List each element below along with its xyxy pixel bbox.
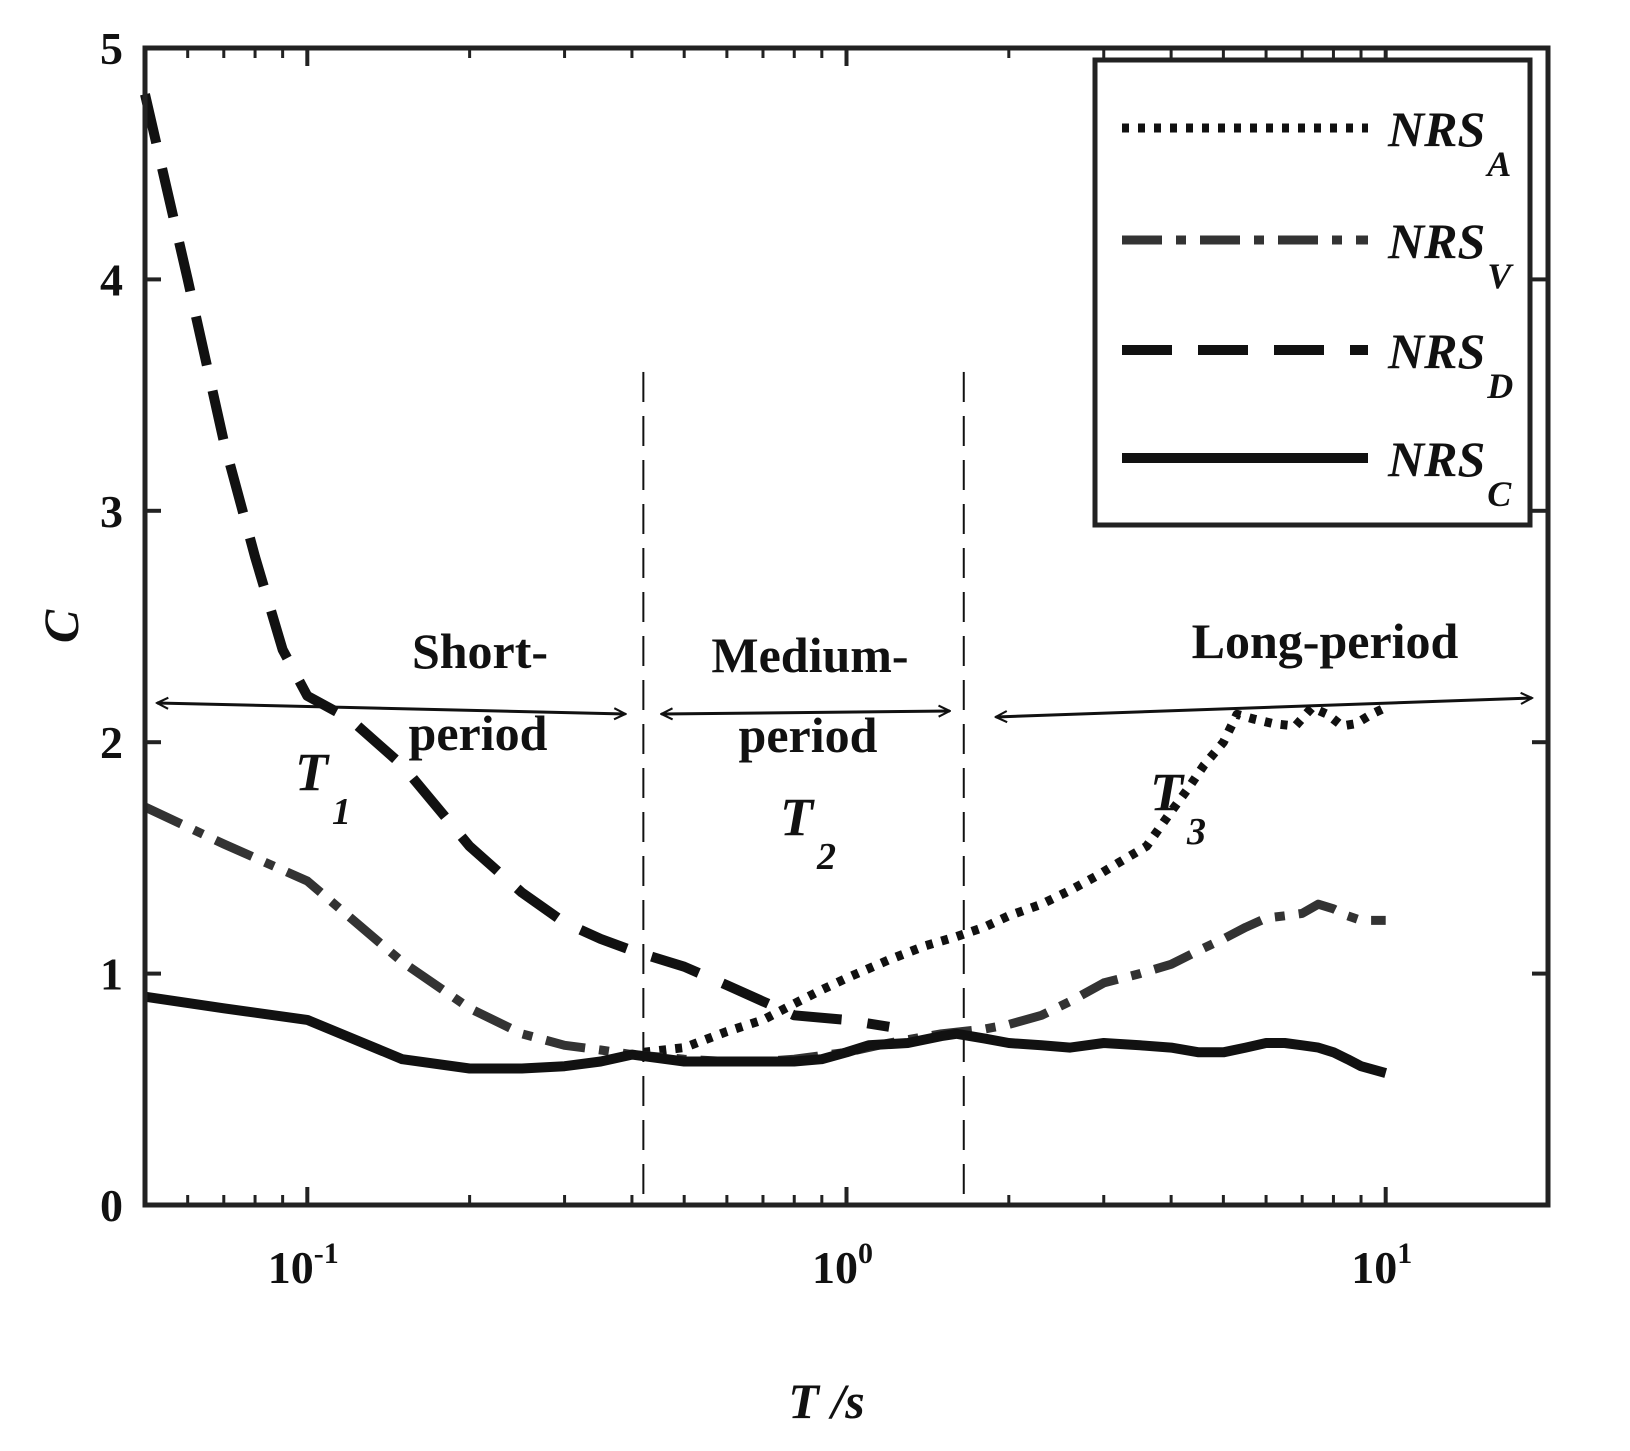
y-tick-label: 5 (100, 23, 123, 74)
x-tick-label: 10-1 (268, 1237, 339, 1293)
y-tick-label: 0 (100, 1180, 123, 1231)
x-axis-ticks: 10-1 100 101 (268, 48, 1412, 1293)
x-tick-exponent: 1 (1397, 1237, 1412, 1270)
series-line-a (642, 703, 1388, 1057)
y-axis-label: C (33, 609, 89, 643)
legend-label-v: NRSV (1387, 213, 1514, 296)
region-arrow-short (157, 703, 625, 714)
legend-label-c: NRSC (1387, 431, 1512, 514)
series-line-c (144, 991, 1388, 1078)
region-arrow-long (996, 698, 1532, 717)
region-arrow-medium (661, 711, 949, 714)
region-label-medium-line1: Medium- (711, 627, 908, 683)
x-tick-base: 10 (812, 1242, 858, 1293)
y-tick-label: 3 (100, 486, 123, 537)
legend-label-sub: A (1485, 144, 1511, 184)
y-tick-label: 2 (100, 717, 123, 768)
legend-label-main: NRS (1387, 213, 1485, 269)
region-label-long-line1: Long-period (1192, 613, 1459, 669)
region-symbol-main: T (780, 787, 815, 847)
region-symbol-sub: 3 (1186, 811, 1206, 853)
x-tick-label: 101 (1351, 1237, 1412, 1293)
region-symbol-sub: 1 (332, 791, 351, 833)
region-symbol-medium: T2 (780, 787, 836, 878)
region-label-short-line1: Short- (412, 623, 548, 679)
legend-label-d: NRSD (1387, 323, 1513, 406)
x-tick-exponent: -1 (314, 1237, 339, 1270)
legend-label-sub: C (1487, 474, 1512, 514)
series-line-d (140, 93, 890, 1032)
region-boundaries (642, 371, 965, 1205)
region-symbol-sub: 2 (816, 836, 836, 878)
x-tick-base: 10 (1351, 1242, 1397, 1293)
region-symbol-short: T1 (295, 742, 351, 833)
x-tick-label: 100 (812, 1237, 873, 1293)
y-tick-label: 4 (100, 254, 123, 305)
y-axis-ticks: 0 1 2 3 4 5 (100, 23, 1548, 1231)
region-symbol-main: T (1150, 762, 1185, 822)
x-tick-exponent: 0 (858, 1237, 873, 1270)
x-axis-label-text: T /s (788, 1373, 864, 1429)
legend-label-main: NRS (1387, 101, 1485, 157)
region-label-short-line2: period (409, 705, 548, 761)
legend-label-a: NRSA (1387, 101, 1511, 184)
x-tick-base: 10 (268, 1242, 314, 1293)
legend-label-sub: V (1487, 256, 1514, 296)
region-symbol-long: T3 (1150, 762, 1206, 853)
legend-label-sub: D (1486, 366, 1513, 406)
region-annotations: Short-periodT1Medium-periodT2Long-period… (157, 613, 1532, 878)
y-tick-label: 1 (100, 949, 123, 1000)
legend-box (1092, 57, 1533, 528)
legend-label-main: NRS (1387, 323, 1485, 379)
series-layer (140, 93, 1388, 1078)
legend-label-main: NRS (1387, 431, 1485, 487)
region-symbol-main: T (295, 742, 330, 802)
x-axis-label: T /s (788, 1373, 864, 1429)
region-label-medium-line2: period (739, 707, 878, 763)
